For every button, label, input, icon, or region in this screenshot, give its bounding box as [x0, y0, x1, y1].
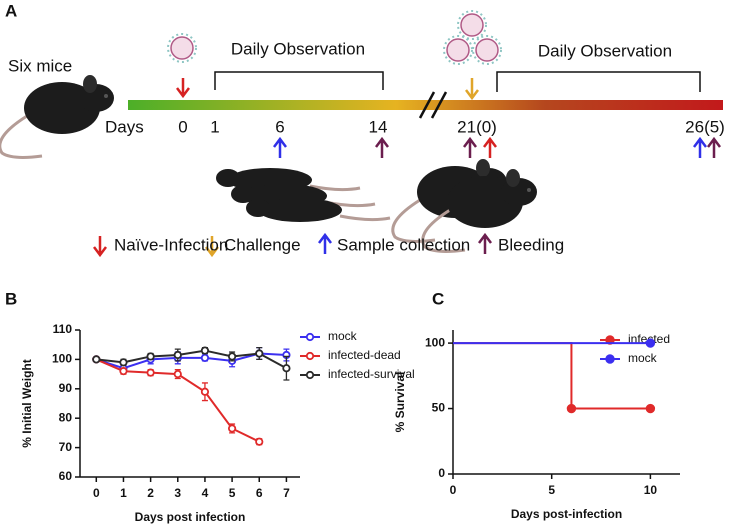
- panel-label: C: [432, 289, 444, 308]
- y-axis-title: % Survival: [393, 372, 407, 433]
- point: [200, 387, 210, 396]
- virus-icon: [472, 35, 502, 65]
- series-line: [96, 349, 287, 370]
- x-tick-label: 5: [229, 486, 236, 500]
- x-axis-title: Days post-infection: [511, 507, 622, 521]
- panel-label: B: [5, 289, 17, 308]
- legend-label: mock: [328, 329, 358, 343]
- y-tick-label: 100: [52, 352, 72, 366]
- panel-label: A: [5, 1, 17, 20]
- point: [566, 403, 577, 414]
- legend-swatch: [305, 351, 315, 361]
- x-tick-label: 10: [644, 483, 658, 497]
- legend-label: Challenge: [224, 235, 301, 254]
- point: [173, 369, 182, 379]
- point: [200, 353, 210, 363]
- legend-arrows: [93, 232, 492, 258]
- days-label: Days: [105, 117, 144, 136]
- point: [645, 403, 656, 414]
- y-tick-label: 60: [59, 469, 73, 483]
- y-axis-title: % Initial Weight: [20, 359, 34, 447]
- point: [645, 338, 656, 348]
- point: [282, 364, 291, 373]
- legend-swatch: [305, 370, 315, 380]
- x-axis-title: Days post infection: [135, 510, 246, 524]
- virus-icon: [167, 33, 197, 63]
- point: [255, 437, 264, 446]
- point: [200, 346, 210, 355]
- x-tick-label: 6: [256, 486, 263, 500]
- x-tick-label: 5: [548, 483, 555, 497]
- point: [119, 358, 128, 367]
- series-line: [453, 342, 651, 410]
- legend-label: Sample collection: [337, 235, 470, 254]
- x-tick-label: 3: [174, 486, 181, 500]
- legend-swatch: [605, 354, 615, 364]
- arrows: [176, 78, 721, 158]
- x-tick-label: 1: [120, 486, 127, 500]
- panel-a: A Six mice Daily Observation Daily Obser…: [0, 1, 725, 258]
- x-tick-label: 4: [202, 486, 209, 500]
- y-tick-label: 90: [59, 381, 73, 395]
- mouse-icon: [0, 73, 116, 159]
- x-tick-label: 0: [450, 483, 457, 497]
- x-tick-label: 2: [147, 486, 154, 500]
- observation-label: Daily Observation: [538, 41, 672, 60]
- day-label: 6: [275, 117, 284, 136]
- day-label: 26(5): [685, 117, 725, 136]
- legend-label: infected-dead: [328, 348, 401, 362]
- point: [92, 355, 101, 364]
- legend-label: mock: [628, 351, 658, 365]
- day-label: 0: [178, 117, 187, 136]
- day-label: 21(0): [457, 117, 497, 136]
- y-tick-label: 100: [425, 335, 445, 349]
- x-tick-label: 7: [283, 486, 290, 500]
- point: [255, 349, 264, 358]
- virus-icon: [457, 10, 487, 40]
- day-label: 14: [369, 117, 388, 136]
- axis-break: [418, 91, 448, 119]
- point: [173, 350, 182, 360]
- y-tick-label: 50: [432, 401, 446, 415]
- y-tick-label: 70: [59, 440, 73, 454]
- timeline: [128, 100, 723, 110]
- y-tick-label: 0: [438, 466, 445, 480]
- legend-label: infected-survival: [328, 367, 415, 381]
- y-tick-label: 110: [53, 322, 73, 336]
- x-tick-label: 0: [93, 486, 100, 500]
- point: [227, 424, 237, 433]
- group-label: Six mice: [8, 56, 72, 75]
- legend-label: Bleeding: [498, 235, 564, 254]
- point: [227, 352, 237, 361]
- legend-swatch: [305, 332, 315, 342]
- legend-label: Naïve-Infection: [114, 235, 228, 254]
- point: [146, 352, 155, 361]
- point: [119, 367, 128, 376]
- day-label: 1: [210, 117, 219, 136]
- bracket: [214, 71, 701, 92]
- virus-icon: [443, 35, 473, 65]
- observation-label: Daily Observation: [231, 39, 365, 58]
- point: [146, 368, 155, 377]
- y-tick-label: 80: [59, 410, 73, 424]
